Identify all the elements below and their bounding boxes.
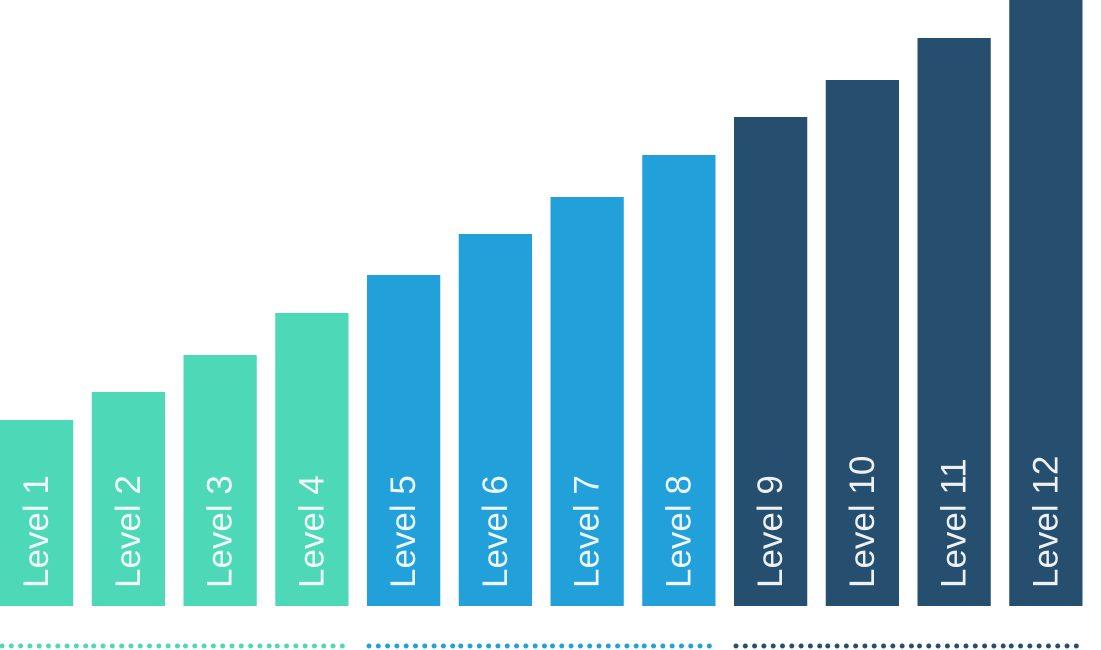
bar — [275, 313, 349, 606]
bar-label: Level 9 — [751, 475, 790, 588]
bar — [917, 38, 991, 606]
bar-label: Level 1 — [17, 475, 56, 588]
bar — [825, 80, 899, 606]
bar-label: Level 3 — [201, 475, 240, 588]
bar-label: Level 6 — [476, 475, 515, 588]
bar — [458, 234, 532, 606]
bar-label: Level 10 — [843, 456, 882, 588]
bar — [734, 117, 808, 606]
bar — [183, 355, 257, 606]
bar-label: Level 8 — [659, 475, 698, 588]
bar-label: Level 5 — [384, 475, 423, 588]
bar — [0, 420, 74, 606]
bar-label: Level 4 — [292, 475, 331, 588]
bar — [367, 275, 441, 606]
bar-label: Level 12 — [1026, 456, 1065, 588]
bar — [91, 392, 165, 606]
bar — [550, 197, 624, 606]
bar — [642, 155, 716, 606]
bar — [1009, 0, 1083, 606]
bar-label: Level 7 — [568, 475, 607, 588]
bar-label: Level 11 — [935, 458, 974, 588]
bar-label: Level 2 — [109, 475, 148, 588]
